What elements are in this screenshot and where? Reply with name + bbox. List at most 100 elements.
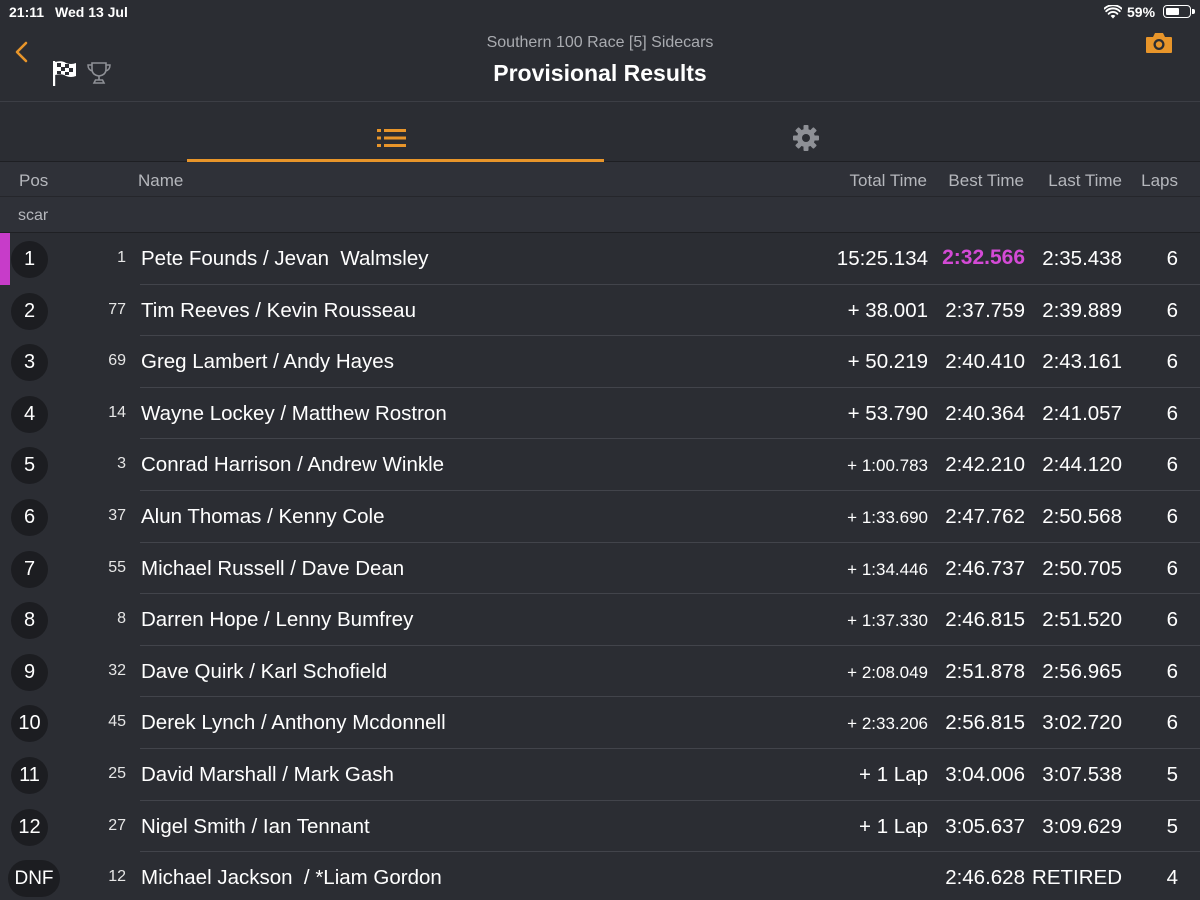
total-time: + 1:37.330 bbox=[847, 611, 928, 631]
position-badge: 1 bbox=[11, 241, 48, 278]
position-badge: 7 bbox=[11, 550, 48, 588]
rider-names: Greg Lambert / Andy Hayes bbox=[141, 350, 394, 374]
laps-count: 6 bbox=[1166, 711, 1178, 735]
race-number: 12 bbox=[108, 868, 126, 886]
class-label: scar bbox=[18, 207, 49, 224]
checkered-flag-icon[interactable] bbox=[50, 59, 78, 87]
position-badge: 4 bbox=[11, 395, 48, 433]
table-row[interactable]: 7 55 Michael Russell / Dave Dean + 1:34.446… bbox=[0, 543, 1200, 595]
wifi-icon bbox=[1104, 5, 1122, 19]
class-group-header: scar bbox=[0, 197, 1200, 233]
rider-names: Darren Hope / Lenny Bumfrey bbox=[141, 608, 414, 632]
position-badge: 8 bbox=[11, 602, 48, 640]
best-time: 2:46.628 bbox=[945, 866, 1025, 890]
last-time: 2:41.057 bbox=[1042, 401, 1122, 425]
tab-results-list[interactable] bbox=[187, 102, 604, 162]
total-time: + 38.001 bbox=[847, 298, 928, 322]
table-row[interactable]: 1 1 Pete Founds / Jevan Walmsley 15:25.134 2… bbox=[0, 233, 1200, 285]
race-number: 14 bbox=[108, 403, 126, 421]
best-time: 3:04.006 bbox=[945, 762, 1025, 786]
last-time: 3:09.629 bbox=[1042, 814, 1122, 838]
table-row[interactable]: 12 27 Nigel Smith / Ian Tennant + 1 Lap 3:05… bbox=[0, 801, 1200, 853]
column-laps[interactable]: Laps bbox=[1141, 171, 1178, 190]
battery-icon bbox=[1163, 5, 1195, 18]
table-row[interactable]: 11 25 David Marshall / Mark Gash + 1 Lap 3:0… bbox=[0, 749, 1200, 801]
race-number: 69 bbox=[108, 352, 126, 370]
laps-count: 6 bbox=[1166, 504, 1178, 528]
tab-settings[interactable] bbox=[604, 102, 1010, 162]
rider-names: Dave Quirk / Karl Schofield bbox=[141, 659, 388, 683]
laps-count: 5 bbox=[1166, 762, 1178, 786]
best-time: 2:37.759 bbox=[945, 298, 1025, 322]
gear-icon bbox=[793, 125, 819, 151]
race-number: 27 bbox=[108, 816, 126, 834]
position-badge: 5 bbox=[11, 447, 48, 485]
race-number: 32 bbox=[108, 661, 126, 679]
position-badge: 10 bbox=[11, 705, 48, 743]
last-time: 3:07.538 bbox=[1042, 762, 1122, 786]
rider-names: Derek Lynch / Anthony Mcdonnell bbox=[141, 711, 446, 735]
list-icon bbox=[377, 129, 406, 147]
race-number: 45 bbox=[108, 713, 126, 731]
race-subtitle: Southern 100 Race [5] Sidecars bbox=[486, 34, 714, 51]
table-row[interactable]: 5 3 Conrad Harrison / Andrew Winkle + 1:00.… bbox=[0, 439, 1200, 491]
leader-indicator bbox=[0, 233, 10, 285]
laps-count: 6 bbox=[1166, 453, 1178, 477]
rider-names: David Marshall / Mark Gash bbox=[141, 762, 394, 786]
total-time: + 50.219 bbox=[847, 350, 928, 374]
laps-count: 5 bbox=[1166, 814, 1178, 838]
best-time: 2:51.878 bbox=[945, 659, 1025, 683]
table-row[interactable]: 10 45 Derek Lynch / Anthony Mcdonnell + 2:3… bbox=[0, 697, 1200, 749]
rider-names: Nigel Smith / Ian Tennant bbox=[141, 814, 370, 838]
table-row[interactable]: 6 37 Alun Thomas / Kenny Cole + 1:33.690 2:4… bbox=[0, 491, 1200, 543]
race-number: 37 bbox=[108, 506, 126, 524]
rider-names: Wayne Lockey / Matthew Rostron bbox=[141, 401, 447, 425]
position-badge: 6 bbox=[11, 498, 48, 536]
best-time: 3:05.637 bbox=[945, 814, 1025, 838]
trophy-icon[interactable] bbox=[86, 61, 112, 85]
header: Southern 100 Race [5] Sidecars Provision… bbox=[0, 24, 1200, 102]
page-title: Provisional Results bbox=[493, 60, 707, 86]
best-time: 2:32.566 bbox=[942, 246, 1025, 269]
race-number: 8 bbox=[117, 610, 126, 628]
last-time: 2:43.161 bbox=[1042, 350, 1122, 374]
total-time: + 53.790 bbox=[847, 401, 928, 425]
laps-count: 6 bbox=[1166, 556, 1178, 580]
camera-icon[interactable] bbox=[1144, 30, 1174, 56]
last-time: 2:35.438 bbox=[1042, 247, 1122, 270]
table-row[interactable]: 8 8 Darren Hope / Lenny Bumfrey + 1:37.330 2… bbox=[0, 594, 1200, 646]
battery-percentage: 59% bbox=[1127, 4, 1156, 20]
table-row[interactable]: 2 77 Tim Reeves / Kevin Rousseau + 38.001 2:… bbox=[0, 285, 1200, 337]
column-total-time[interactable]: Total Time bbox=[849, 171, 927, 190]
total-time: + 2:33.206 bbox=[847, 714, 928, 734]
race-number: 3 bbox=[117, 455, 126, 473]
laps-count: 6 bbox=[1166, 350, 1178, 374]
column-last-time[interactable]: Last Time bbox=[1048, 171, 1122, 190]
best-time: 2:46.737 bbox=[945, 556, 1025, 580]
column-pos[interactable]: Pos bbox=[19, 171, 49, 190]
total-time: + 2:08.049 bbox=[847, 662, 928, 682]
last-time: 2:50.568 bbox=[1042, 504, 1122, 528]
column-name[interactable]: Name bbox=[138, 171, 184, 190]
rider-names: Conrad Harrison / Andrew Winkle bbox=[141, 453, 445, 477]
chevron-left-icon[interactable] bbox=[8, 36, 38, 66]
table-row[interactable]: 3 69 Greg Lambert / Andy Hayes + 50.219 2:40… bbox=[0, 336, 1200, 388]
battery-level-fill bbox=[1166, 8, 1179, 15]
last-time: 2:44.120 bbox=[1042, 453, 1122, 477]
laps-count: 6 bbox=[1166, 401, 1178, 425]
rider-names: Michael Russell / Dave Dean bbox=[141, 556, 405, 580]
table-row[interactable]: DNF 12 Michael Jackson / *Liam Gordon 2:46.… bbox=[0, 852, 1200, 900]
position-badge: 3 bbox=[11, 344, 48, 382]
rider-names: Michael Jackson / *Liam Gordon bbox=[141, 866, 442, 890]
table-row[interactable]: 4 14 Wayne Lockey / Matthew Rostron + 53.79… bbox=[0, 388, 1200, 440]
race-number: 77 bbox=[108, 300, 126, 318]
results-table: 1 1 Pete Founds / Jevan Walmsley 15:25.134 2… bbox=[0, 233, 1200, 900]
total-time: + 1:34.446 bbox=[847, 559, 928, 579]
rider-names: Tim Reeves / Kevin Rousseau bbox=[141, 298, 416, 322]
rider-names: Alun Thomas / Kenny Cole bbox=[141, 504, 385, 528]
status-date: Wed 13 Jul bbox=[55, 4, 128, 20]
last-time: RETIRED bbox=[1032, 866, 1122, 890]
table-row[interactable]: 9 32 Dave Quirk / Karl Schofield + 2:08.049… bbox=[0, 646, 1200, 698]
column-best-time[interactable]: Best Time bbox=[948, 171, 1024, 190]
best-time: 2:40.364 bbox=[945, 401, 1025, 425]
